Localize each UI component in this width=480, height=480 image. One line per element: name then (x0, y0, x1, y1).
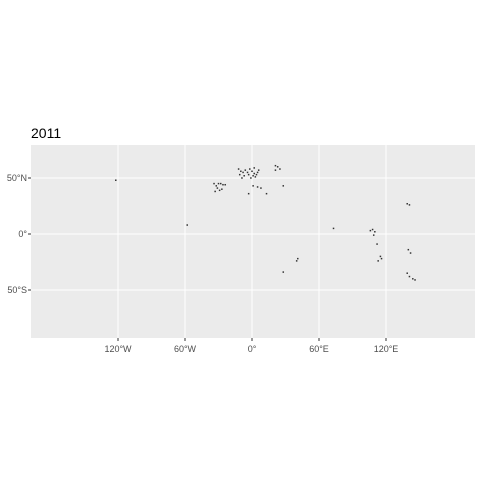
location-point (260, 187, 262, 189)
location-point (377, 260, 379, 262)
location-point (242, 171, 244, 174)
location-point (414, 279, 416, 281)
x-tick-label: 60°W (174, 344, 197, 354)
y-tick-label: 0° (18, 229, 27, 239)
location-point (371, 228, 374, 231)
location-point (186, 224, 188, 226)
location-point (215, 185, 218, 187)
location-point (251, 170, 253, 173)
location-point (252, 175, 254, 177)
location-point (214, 190, 216, 193)
location-point (257, 169, 260, 171)
location-point (255, 173, 258, 176)
location-point (115, 179, 117, 181)
x-tick-label: 120°W (104, 344, 132, 354)
location-point (216, 187, 219, 189)
grid-lines (31, 145, 475, 338)
location-point (221, 188, 223, 190)
location-point (238, 173, 241, 176)
location-point (282, 271, 285, 273)
location-point (256, 171, 259, 174)
location-point (224, 183, 226, 186)
chart-title: 2011 (31, 125, 61, 141)
location-point (409, 252, 412, 254)
location-point (274, 169, 277, 171)
location-point (244, 169, 247, 171)
location-point (217, 182, 220, 185)
location-point (265, 192, 268, 195)
plot-panel (31, 145, 475, 338)
location-point (213, 182, 215, 185)
location-point (407, 248, 410, 251)
location-point (219, 182, 222, 185)
location-point (412, 278, 414, 280)
y-tick-label: 50°S (7, 285, 27, 295)
location-point (279, 168, 281, 170)
location-point (222, 183, 224, 186)
location-point (282, 185, 285, 187)
x-tick-label: 120°E (374, 344, 399, 354)
location-point (379, 255, 382, 258)
x-tick-label: 0° (248, 344, 257, 354)
location-point (249, 168, 251, 170)
location-point (253, 167, 255, 169)
location-point (218, 189, 221, 192)
location-point (241, 177, 243, 179)
location-point (247, 192, 250, 195)
location-point (376, 243, 378, 245)
y-axis: 50°N 0° 50°S (7, 173, 31, 295)
location-point (243, 175, 245, 177)
location-point (380, 257, 383, 260)
location-point (274, 164, 277, 167)
location-point (332, 227, 335, 230)
location-point (250, 177, 252, 179)
location-point (408, 204, 411, 206)
location-point (406, 203, 408, 205)
x-tick-label: 60°E (309, 344, 329, 354)
y-tick-label: 50°N (7, 173, 27, 183)
location-point (276, 166, 279, 168)
location-point (256, 186, 259, 188)
location-point (406, 272, 408, 274)
location-point (252, 185, 254, 187)
location-point (297, 257, 299, 260)
location-point (374, 231, 376, 233)
location-point (295, 260, 298, 262)
location-point (237, 168, 240, 170)
location-point (369, 229, 372, 232)
data-points (115, 164, 416, 281)
location-point (372, 234, 375, 236)
location-point (247, 173, 250, 176)
location-point (408, 275, 411, 278)
location-point (254, 176, 257, 178)
location-point (246, 171, 249, 174)
location-point (253, 172, 255, 175)
location-point (240, 170, 242, 173)
x-axis: 120°W 60°W 0° 60°E 120°E (104, 338, 398, 354)
